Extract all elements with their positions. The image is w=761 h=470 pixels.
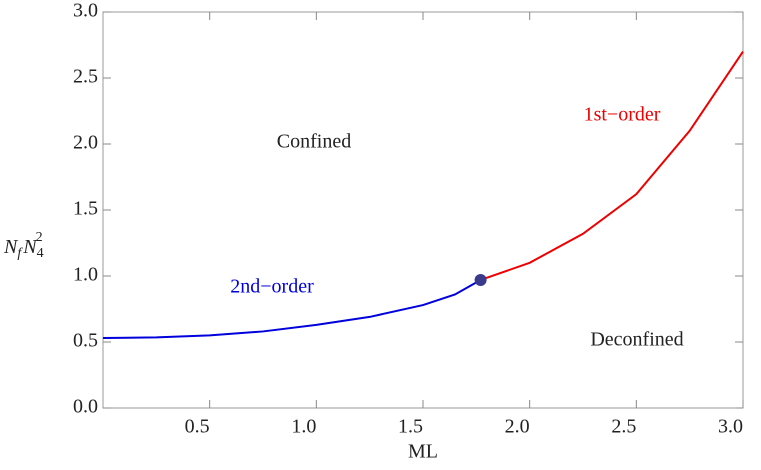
y-tick-label: 1.0 — [73, 264, 98, 286]
y-tick-label: 0.0 — [73, 396, 98, 418]
series-label: 2nd−order — [230, 276, 314, 298]
x-tick-label: 0.5 — [185, 416, 210, 438]
region-label: Confined — [277, 131, 351, 153]
y-tick-label: 0.5 — [73, 330, 98, 352]
y-tick-label: 2.0 — [73, 132, 98, 154]
series-label: 1st−order — [584, 104, 661, 126]
x-tick-label: 3.0 — [718, 416, 743, 438]
x-tick-label: 2.0 — [505, 416, 530, 438]
line-series — [102, 279, 482, 340]
y-tick-label: 3.0 — [73, 0, 98, 22]
y-tick-label: 1.5 — [73, 198, 98, 220]
x-tick-label: 1.5 — [398, 416, 423, 438]
y-axis-label: Nf N42 — [3, 230, 44, 261]
y-tick-label: 2.5 — [73, 66, 98, 88]
x-tick-label: 1.0 — [291, 416, 316, 438]
region-label: Deconfined — [590, 329, 683, 351]
x-axis-label: ML — [408, 441, 438, 463]
critical-point — [474, 273, 487, 286]
x-tick-label: 2.5 — [611, 416, 636, 438]
line-series — [480, 51, 744, 281]
